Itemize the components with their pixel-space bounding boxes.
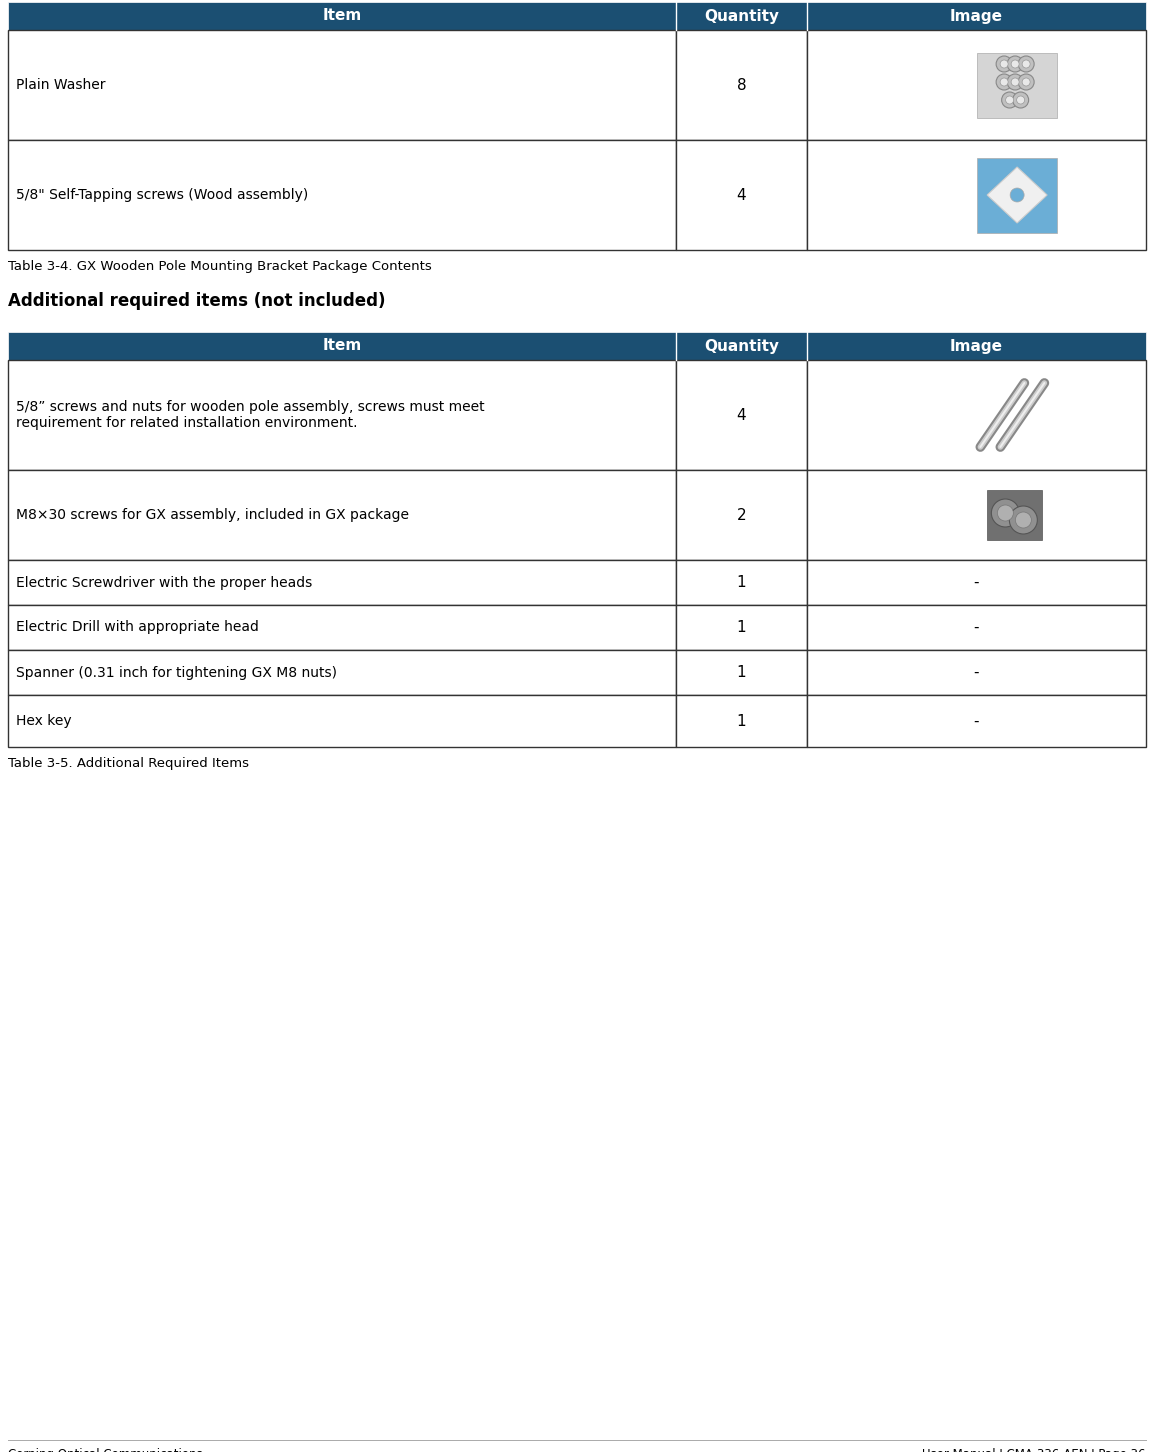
Circle shape xyxy=(1010,505,1037,534)
Text: -: - xyxy=(974,575,980,590)
Bar xyxy=(807,560,1146,605)
Bar xyxy=(8,360,676,470)
Circle shape xyxy=(991,499,1019,527)
Text: Item: Item xyxy=(322,9,361,23)
Text: Image: Image xyxy=(950,9,1003,23)
Circle shape xyxy=(1012,91,1028,107)
Bar xyxy=(977,52,1057,118)
Text: 1: 1 xyxy=(736,620,747,635)
Circle shape xyxy=(1001,60,1009,68)
Bar xyxy=(807,30,1146,139)
Bar xyxy=(8,605,676,650)
Circle shape xyxy=(1022,78,1031,86)
Text: -: - xyxy=(974,713,980,729)
Circle shape xyxy=(1007,57,1024,73)
Text: Item: Item xyxy=(322,338,361,353)
Bar xyxy=(988,489,1042,540)
Bar xyxy=(676,650,807,696)
Text: 1: 1 xyxy=(736,575,747,590)
Bar xyxy=(676,560,807,605)
Bar xyxy=(807,333,1146,360)
Circle shape xyxy=(1018,74,1034,90)
Text: 2: 2 xyxy=(736,508,747,523)
Bar xyxy=(8,650,676,696)
Circle shape xyxy=(1017,96,1025,105)
Bar xyxy=(807,139,1146,250)
Text: 1: 1 xyxy=(736,713,747,729)
Bar xyxy=(807,470,1146,560)
Bar xyxy=(977,157,1057,232)
Bar xyxy=(676,696,807,746)
Text: -: - xyxy=(974,665,980,680)
Text: M8×30 screws for GX assembly, included in GX package: M8×30 screws for GX assembly, included i… xyxy=(16,508,409,523)
Circle shape xyxy=(1007,74,1024,90)
Bar xyxy=(8,1,676,30)
Circle shape xyxy=(1011,78,1019,86)
Circle shape xyxy=(1016,513,1032,529)
Circle shape xyxy=(1022,60,1031,68)
Bar xyxy=(8,470,676,560)
Circle shape xyxy=(1010,187,1024,202)
Bar xyxy=(8,696,676,746)
Circle shape xyxy=(996,74,1012,90)
Circle shape xyxy=(1002,91,1018,107)
Text: Hex key: Hex key xyxy=(16,714,72,727)
Bar xyxy=(676,605,807,650)
Bar xyxy=(807,605,1146,650)
Bar xyxy=(8,560,676,605)
Text: Spanner (0.31 inch for tightening GX M8 nuts): Spanner (0.31 inch for tightening GX M8 … xyxy=(16,665,337,680)
Text: User Manual I CMA-336-AEN I Page 36: User Manual I CMA-336-AEN I Page 36 xyxy=(922,1448,1146,1452)
Circle shape xyxy=(1011,60,1019,68)
Polygon shape xyxy=(987,167,1047,224)
Text: Electric Drill with appropriate head: Electric Drill with appropriate head xyxy=(16,620,258,635)
Bar xyxy=(807,650,1146,696)
Bar xyxy=(8,333,676,360)
Bar xyxy=(676,333,807,360)
Text: Table 3-5. Additional Required Items: Table 3-5. Additional Required Items xyxy=(8,756,249,770)
Text: Image: Image xyxy=(950,338,1003,353)
Text: Additional required items (not included): Additional required items (not included) xyxy=(8,292,385,309)
Bar xyxy=(807,1,1146,30)
Text: 5/8" Self-Tapping screws (Wood assembly): 5/8" Self-Tapping screws (Wood assembly) xyxy=(16,187,308,202)
Text: 1: 1 xyxy=(736,665,747,680)
Text: 5/8” screws and nuts for wooden pole assembly, screws must meet: 5/8” screws and nuts for wooden pole ass… xyxy=(16,399,485,414)
Text: Table 3-4. GX Wooden Pole Mounting Bracket Package Contents: Table 3-4. GX Wooden Pole Mounting Brack… xyxy=(8,260,432,273)
Bar xyxy=(807,696,1146,746)
Text: Plain Washer: Plain Washer xyxy=(16,78,105,91)
Circle shape xyxy=(1005,96,1013,105)
Bar xyxy=(676,139,807,250)
Text: 4: 4 xyxy=(736,408,747,423)
Text: requirement for related installation environment.: requirement for related installation env… xyxy=(16,417,358,430)
Bar xyxy=(676,30,807,139)
Bar xyxy=(676,360,807,470)
Circle shape xyxy=(996,57,1012,73)
Bar xyxy=(8,139,676,250)
Circle shape xyxy=(1018,57,1034,73)
Text: Corning Optical Communications: Corning Optical Communications xyxy=(8,1448,203,1452)
Bar xyxy=(807,360,1146,470)
Text: Quantity: Quantity xyxy=(704,338,779,353)
Text: 4: 4 xyxy=(736,187,747,202)
Bar xyxy=(8,30,676,139)
Text: Quantity: Quantity xyxy=(704,9,779,23)
Text: Electric Screwdriver with the proper heads: Electric Screwdriver with the proper hea… xyxy=(16,575,313,590)
Bar xyxy=(676,1,807,30)
Text: 8: 8 xyxy=(736,77,747,93)
Text: -: - xyxy=(974,620,980,635)
Circle shape xyxy=(1001,78,1009,86)
Bar xyxy=(676,470,807,560)
Circle shape xyxy=(997,505,1013,521)
